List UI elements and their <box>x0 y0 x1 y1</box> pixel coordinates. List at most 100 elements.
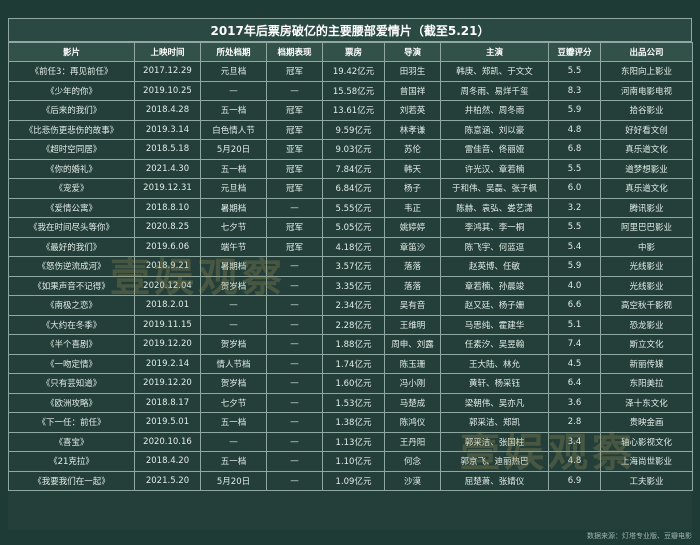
table-cell: 《21克拉》 <box>8 451 135 472</box>
table-cell: 贵映金画 <box>600 412 693 433</box>
table-cell: 《只有芸知道》 <box>8 373 135 394</box>
table-cell: 2018.8.10 <box>134 197 201 218</box>
column-header: 豆瓣评分 <box>548 42 601 62</box>
table-cell: 陈意涵、刘以豪 <box>440 119 549 140</box>
table-cell: 2019.12.20 <box>134 373 201 394</box>
table-cell: 5月20日 <box>200 139 267 160</box>
table-cell: 高空秋千影视 <box>600 295 693 316</box>
table-cell: 情人节档 <box>200 353 267 374</box>
table-row: 《怒伤逆流成河》 2018.9.21 暑期档 —3.57亿元 落落 赵英博、任敏 5.9 光线… <box>8 256 693 277</box>
table-row: 《如果声音不记得》 2020.12.04 贺岁档 —3.35亿元 落落 章若楠、孙晨竣 4.… <box>8 275 693 296</box>
column-header: 主演 <box>440 42 549 62</box>
table-cell: 4.0 <box>548 275 601 296</box>
table-cell: 屈楚萧、张婧仪 <box>440 470 549 491</box>
table-cell: 《前任3：再见前任》 <box>8 61 135 82</box>
table-cell: 赵又廷、杨子姗 <box>440 295 549 316</box>
table-cell: 拾谷影业 <box>600 100 693 121</box>
table-cell: 《欧洲攻略》 <box>8 392 135 413</box>
table-cell: 5.5 <box>548 217 601 238</box>
table-cell: 2.28亿元 <box>322 314 385 335</box>
table-cell: — <box>200 314 267 335</box>
table-row: 《爱情公寓》 2018.8.10 暑期档 —5.55亿元 韦正 陈赫、袁弘、娄艺潇 3.2 腾… <box>8 197 693 218</box>
table-row: 《一吻定情》 2019.2.14 情人节档 —1.74亿元 陈玉珊 王大陆、林允 4.5 新丽… <box>8 353 693 374</box>
table-row: 《宠爱》 2019.12.31 元旦档 冠军 6.84亿元 杨子 于和伟、吴磊、张子枫 6.0… <box>8 178 693 199</box>
table-row: 《喜宝》 2020.10.16— —1.13亿元 王丹阳 郭采洁、张国柱 3.4 轴心影视文… <box>8 431 693 452</box>
table-cell: 冠军 <box>266 236 323 257</box>
table-cell: 郭采洁、郑凯 <box>440 412 549 433</box>
table-cell: 《喜宝》 <box>8 431 135 452</box>
table-cell: 亚军 <box>266 139 323 160</box>
table-cell: 恐龙影业 <box>600 314 693 335</box>
table-cell: — <box>200 431 267 452</box>
table-cell: 2020.8.25 <box>134 217 201 238</box>
table-cell: 贺岁档 <box>200 334 267 355</box>
table-cell: 于和伟、吴磊、张子枫 <box>440 178 549 199</box>
table-cell: 工夫影业 <box>600 470 693 491</box>
table-cell: — <box>200 295 267 316</box>
table-cell: 6.9 <box>548 470 601 491</box>
table-cell: 任素汐、吴昱翰 <box>440 334 549 355</box>
table-cell: 陈鸿仪 <box>384 412 441 433</box>
table-cell: 杨子 <box>384 178 441 199</box>
table-cell: 7.4 <box>548 334 601 355</box>
table-cell: 韩天 <box>384 158 441 179</box>
table-cell: 1.53亿元 <box>322 392 385 413</box>
table-cell: 1.38亿元 <box>322 412 385 433</box>
table-cell: 王丹阳 <box>384 431 441 452</box>
table-cell: 斯立文化 <box>600 334 693 355</box>
table-cell: 19.42亿元 <box>322 61 385 82</box>
table-cell: 元旦档 <box>200 61 267 82</box>
table-cell: 端午节 <box>200 236 267 257</box>
table-cell: 《如果声音不记得》 <box>8 275 135 296</box>
table-row: 《超时空同居》 2018.5.18 5月20日 亚军 9.03亿元 苏伦 雷佳音、佟丽娅 6.… <box>8 139 693 160</box>
table-cell: 五一档 <box>200 412 267 433</box>
table-cell: 2018.2.01 <box>134 295 201 316</box>
table-cell: 2020.10.16 <box>134 431 201 452</box>
table-cell: 6.4 <box>548 373 601 394</box>
table-cell: 2018.9.21 <box>134 256 201 277</box>
table-cell: 5.5 <box>548 158 601 179</box>
table-cell: 许光汉、章若楠 <box>440 158 549 179</box>
table-cell: 《超时空同居》 <box>8 139 135 160</box>
table-cell: — <box>266 412 323 433</box>
table-cell: — <box>266 392 323 413</box>
table-cell: — <box>266 334 323 355</box>
table-cell: 赵英博、任敏 <box>440 256 549 277</box>
table-cell: 《宠爱》 <box>8 178 135 199</box>
table-cell: 马思纯、霍建华 <box>440 314 549 335</box>
table-cell: 好好看文创 <box>600 119 693 140</box>
table-cell: 2019.5.01 <box>134 412 201 433</box>
table-cell: 《比悲伤更悲伤的故事》 <box>8 119 135 140</box>
table-cell: 陈飞宇、何蓝逗 <box>440 236 549 257</box>
table-cell: 《我在时间尽头等你》 <box>8 217 135 238</box>
table-cell: 7.84亿元 <box>322 158 385 179</box>
table-cell: 2019.6.06 <box>134 236 201 257</box>
table-cell: — <box>266 80 323 101</box>
table-cell: 2.34亿元 <box>322 295 385 316</box>
table-cell: 2019.3.14 <box>134 119 201 140</box>
table-row: 《半个喜剧》 2019.12.20 贺岁档 —1.88亿元 周申、刘露 任素汐、吴昱翰 7.… <box>8 334 693 355</box>
table-cell: — <box>266 295 323 316</box>
table-cell: 《少年的你》 <box>8 80 135 101</box>
table-row: 《比悲伤更悲伤的故事》 2019.3.14 白色情人节 冠军 9.59亿元 林孝谦 陈意涵、… <box>8 119 693 140</box>
table-cell: 冯小刚 <box>384 373 441 394</box>
table-cell: 2019.11.15 <box>134 314 201 335</box>
table-cell: 暑期档 <box>200 197 267 218</box>
table-cell: — <box>266 314 323 335</box>
table-body: 《前任3：再见前任》 2017.12.29 元旦档 冠军 19.42亿元 田羽生 韩庚、郑凯… <box>8 61 693 491</box>
table-cell: 东阳向上影业 <box>600 61 693 82</box>
table-cell: 冠军 <box>266 100 323 121</box>
table-cell: 6.84亿元 <box>322 178 385 199</box>
table-cell: — <box>266 373 323 394</box>
table-cell: — <box>266 451 323 472</box>
table-cell: 七夕节 <box>200 217 267 238</box>
column-header: 票房 <box>322 42 385 62</box>
table-cell: 2019.10.25 <box>134 80 201 101</box>
table-cell: 《后来的我们》 <box>8 100 135 121</box>
table-cell: 腾讯影业 <box>600 197 693 218</box>
table-cell: 阿里巴巴影业 <box>600 217 693 238</box>
table-cell: 王大陆、林允 <box>440 353 549 374</box>
table-row: 《后来的我们》 2018.4.28 五一档 冠军 13.61亿元 刘若英 井柏然、周冬雨 5.… <box>8 100 693 121</box>
table-cell: 《你的婚礼》 <box>8 158 135 179</box>
table-cell: 田羽生 <box>384 61 441 82</box>
